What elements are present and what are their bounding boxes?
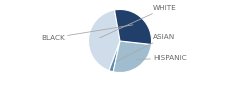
Text: BLACK: BLACK [41,25,133,41]
Text: WHITE: WHITE [100,5,177,38]
Wedge shape [114,10,151,44]
Wedge shape [113,41,151,72]
Wedge shape [109,41,120,72]
Wedge shape [89,10,120,71]
Text: HISPANIC: HISPANIC [136,55,187,61]
Text: ASIAN: ASIAN [116,34,175,62]
